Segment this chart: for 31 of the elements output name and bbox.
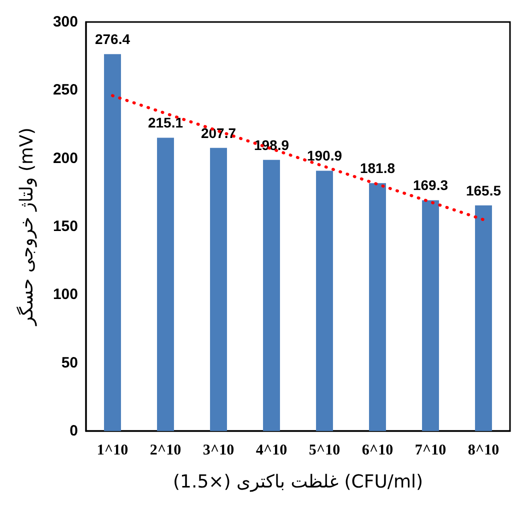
y-tick-label: 150: [52, 218, 78, 235]
y-tick-label: 300: [52, 14, 78, 30]
data-label: 181.8: [360, 160, 396, 176]
data-label: 276.4: [94, 31, 130, 48]
bar: [157, 138, 174, 431]
bar: [369, 183, 386, 431]
x-tick-label: 1^10: [96, 442, 128, 458]
bar: [422, 200, 439, 431]
x-tick-label: 3^10: [202, 442, 234, 458]
x-tick-label: 2^10: [150, 442, 182, 458]
bar: [104, 54, 121, 431]
x-tick-label: 6^10: [362, 442, 394, 458]
x-axis-title: غلظت باکتری (×1.5) (CFU/ml): [172, 472, 424, 492]
x-tick-label: 5^10: [308, 442, 340, 458]
data-label: 165.5: [466, 182, 502, 198]
y-tick-label: 100: [52, 286, 78, 304]
bar: [316, 170, 333, 431]
x-tick-label: 8^10: [468, 442, 500, 458]
y-tick-label: 50: [61, 354, 78, 372]
bar: [210, 148, 227, 431]
bar: [263, 160, 280, 431]
y-tick-label: 250: [52, 82, 78, 99]
y-tick-label: 0: [70, 422, 78, 440]
data-label: 190.9: [306, 148, 342, 164]
data-label: 215.1: [148, 114, 184, 131]
bar: [475, 205, 492, 431]
data-label: 169.3: [412, 177, 448, 194]
y-axis-title: ولتاژ خروجی حسگر (mV): [16, 128, 38, 326]
y-tick-label: 200: [52, 150, 78, 167]
x-tick-label: 7^10: [414, 442, 446, 458]
x-tick-label: 4^10: [256, 442, 288, 458]
